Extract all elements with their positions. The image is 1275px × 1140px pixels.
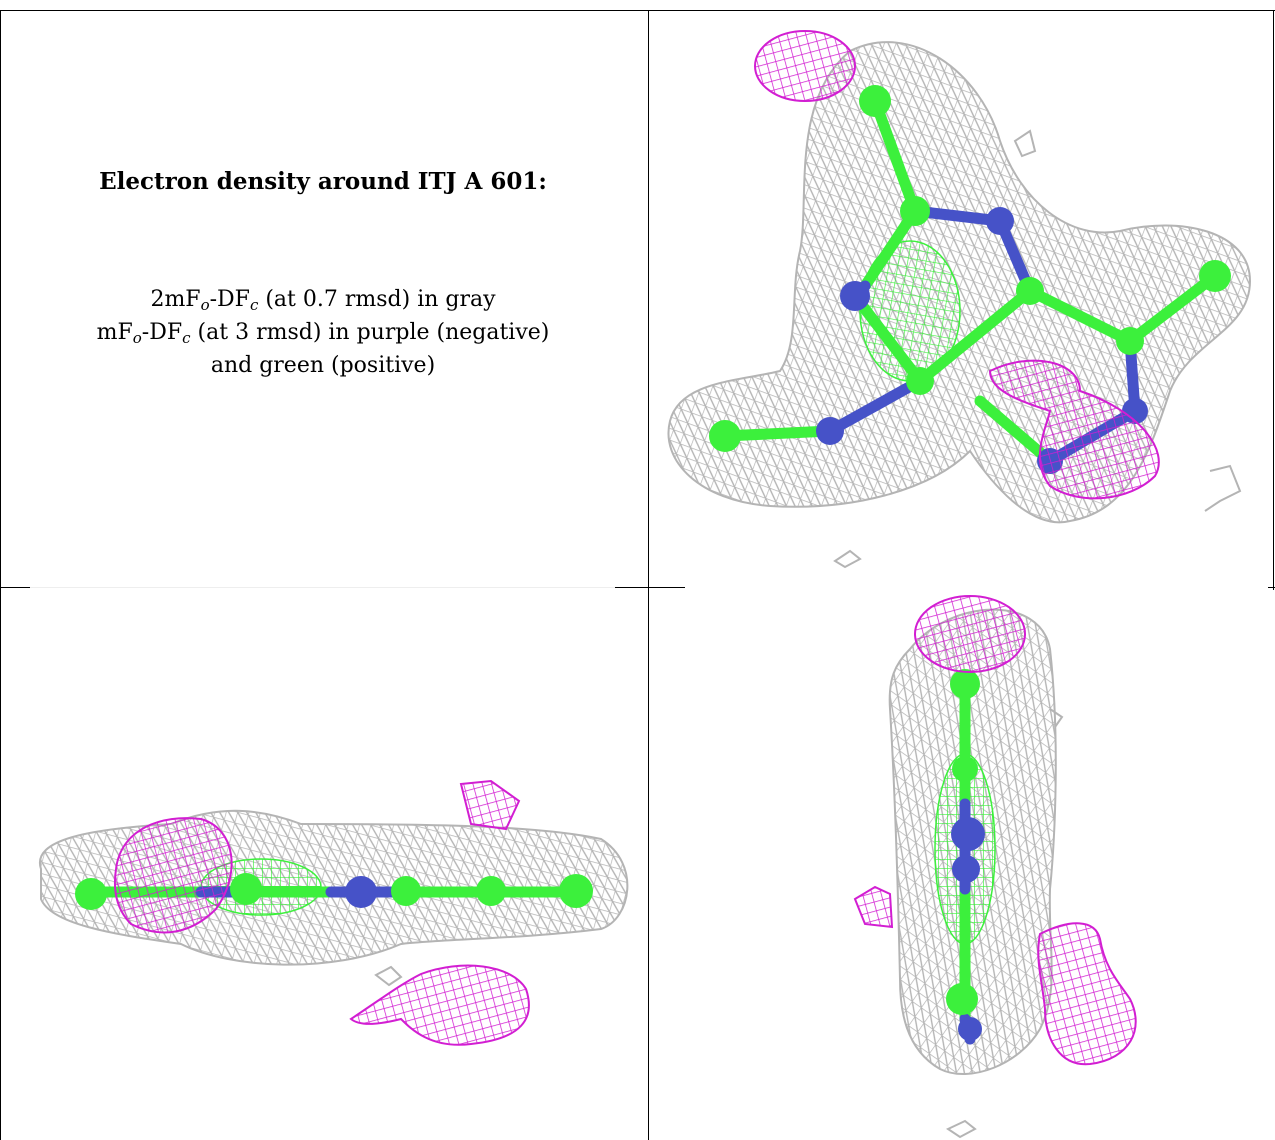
grid-top-border [0,10,1275,11]
purple-negative-density-top [914,595,1026,673]
legend-line1-sub-c: c [249,296,259,314]
ligand-atoms [709,85,1231,474]
grid-right-border [1273,10,1274,590]
legend-line2-post: (at 3 rmsd) in purple (negative) [190,320,550,345]
legend-line1-post: (at 0.7 rmsd) in gray [258,287,496,312]
legend-line1-sub-o: o [200,296,210,314]
ligand-atoms [75,873,593,910]
legend-line2-mid: -DF [141,320,183,345]
density-panel-side-view [1,589,647,1140]
purple-negative-density-bottom [349,964,530,1046]
grid-middle-right-tick [1268,587,1275,588]
grid-left-border [0,10,1,1140]
purple-negative-density-left [853,885,894,929]
grid-center-divider [648,10,649,1140]
legend-line-gray: 2mFo-DFc (at 0.7 rmsd) in gray [0,283,646,316]
legend-line-purple: mFo-DFc (at 3 rmsd) in purple (negative) [0,316,646,349]
stray-mesh-fragment-bottom [833,549,862,569]
ligand-atoms [946,669,985,1041]
legend-line-green: and green (positive) [210,353,436,378]
legend-line2-sub-o: o [132,329,142,347]
top-view-render [667,30,1252,569]
legend-line2-pre: mF [96,320,133,345]
stray-mesh-fragment [945,708,1064,1139]
purple-negative-density-top [754,30,856,102]
gray-density-mesh [667,41,1252,524]
purple-negative-density-center [988,359,1160,500]
grid-middle-center-tick [615,587,685,588]
purple-negative-density-small [459,779,521,831]
density-panel-end-view [650,589,1272,1140]
caption-title: Electron density around ITJ A 601: [99,168,547,195]
purple-negative-density-right [1037,922,1137,1066]
legend-line1-mid: -DF [209,287,250,312]
grid-middle-faint-line [30,587,615,588]
caption-cell: Electron density around ITJ A 601: 2mFo-… [0,0,646,586]
legend-line1-pre: 2mF [150,287,201,312]
legend-line2-sub-c: c [182,329,191,347]
stray-mesh-fragment [1013,129,1242,512]
end-view-render [853,595,1137,1139]
grid-middle-left-tick [0,587,30,588]
purple-negative-density-left [113,817,233,934]
side-view-render [38,779,629,1046]
density-panel-top-view [650,11,1272,586]
stray-mesh-fragment [374,965,403,987]
caption-legend: 2mFo-DFc (at 0.7 rmsd) in gray mFo-DFc (… [0,283,646,382]
